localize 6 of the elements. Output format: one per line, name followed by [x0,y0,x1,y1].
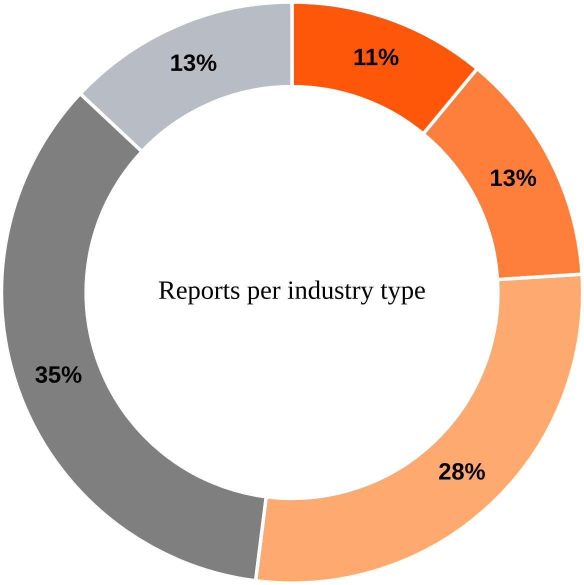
data-label: 13% [171,54,216,72]
text: Reports per industry type [159,280,425,305]
data-label: 35% [35,366,82,383]
data-label: 28% [439,463,485,480]
data-label: 13% [491,169,536,186]
data-label: 11% [354,48,398,66]
